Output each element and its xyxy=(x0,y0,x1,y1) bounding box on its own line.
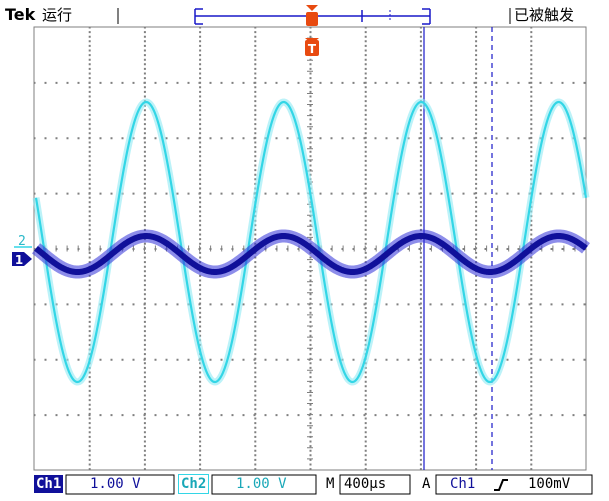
ch1-waveform xyxy=(34,232,588,276)
ch2-scale-value: 1.00 V xyxy=(236,476,287,492)
ch2-ground-marker[interactable]: 2 xyxy=(14,234,32,249)
trigger-level: 100mV xyxy=(528,476,571,492)
ch2-scale-box xyxy=(211,474,317,495)
ch2-waveform xyxy=(34,100,588,384)
ch1-scale-box xyxy=(65,474,175,495)
trigger-position-marker: T xyxy=(305,38,319,56)
ch1-scale-value: 1.00 V xyxy=(90,476,141,492)
svg-text:1: 1 xyxy=(15,253,23,267)
ch1-label[interactable]: Ch1 xyxy=(34,475,64,493)
trigger-state-label: 已被触发 xyxy=(514,6,574,24)
brand-label: Tek xyxy=(5,5,36,24)
ch2-label[interactable]: Ch2 xyxy=(178,474,210,494)
trigger-box xyxy=(435,474,593,495)
rising-edge-icon xyxy=(492,478,510,492)
ch1-ground-marker[interactable]: 1 xyxy=(12,252,32,267)
timebase-box xyxy=(339,474,411,495)
trigger-label: A xyxy=(422,476,431,492)
timebase-label: M xyxy=(326,476,335,492)
run-state-label: 运行 xyxy=(42,6,72,24)
svg-text:2: 2 xyxy=(18,234,26,249)
svg-text:T: T xyxy=(308,42,317,56)
trigger-source: Ch1 xyxy=(450,476,476,492)
trigger-position-overview-icon xyxy=(306,5,318,26)
timebase-value: 400µs xyxy=(344,476,387,492)
